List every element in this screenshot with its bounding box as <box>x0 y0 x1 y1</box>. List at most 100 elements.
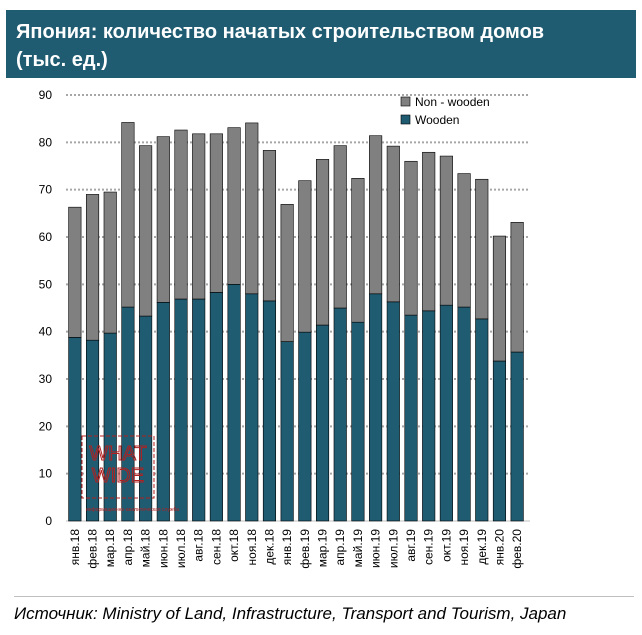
bar-non-wooden <box>404 160 418 316</box>
x-tick-label: янв.18 <box>68 529 82 566</box>
bar-wooden <box>492 360 507 522</box>
legend-label: Wooden <box>415 113 459 127</box>
x-tick-label: апр.18 <box>121 529 135 566</box>
bar-non-wooden <box>85 194 100 341</box>
bar-wooden <box>333 307 347 522</box>
x-tick-label: май.18 <box>139 529 153 568</box>
x-tick-label: июл.19 <box>386 529 400 568</box>
bar-wooden <box>262 300 277 522</box>
bar-wooden <box>85 339 100 522</box>
x-tick-label: фев.20 <box>510 529 524 569</box>
bar-wooden <box>386 301 400 522</box>
bar-non-wooden <box>351 178 365 323</box>
x-tick-label: ноя.18 <box>245 529 259 566</box>
bar-wooden <box>192 298 206 522</box>
bar-non-wooden <box>386 145 400 303</box>
x-tick-label: янв.20 <box>492 529 506 566</box>
bar-wooden <box>510 351 524 522</box>
bar-non-wooden <box>280 204 294 342</box>
bar-wooden <box>439 304 453 522</box>
bar-wooden <box>457 306 471 522</box>
bar-wooden <box>404 314 418 522</box>
bar-wooden <box>174 298 188 522</box>
stacked-bar-chart: 0 10 20 30 40 50 60 70 80 90 янв.18 фев.18 мар.18 апр… <box>39 88 530 569</box>
bar-non-wooden <box>121 122 135 308</box>
x-tick-label: сен.18 <box>209 529 223 565</box>
y-tick-label: 10 <box>39 467 53 481</box>
x-tick-label: окт.19 <box>439 529 453 562</box>
bar-non-wooden <box>510 222 524 353</box>
bar-wooden <box>68 337 82 522</box>
bar-wooden <box>139 315 153 522</box>
x-tick-label: май.19 <box>351 529 365 568</box>
x-tick-label: июн.19 <box>369 529 383 568</box>
legend-label: Non - wooden <box>415 95 490 109</box>
x-tick-label: фев.18 <box>86 529 100 569</box>
source-divider <box>14 596 634 597</box>
watermark-caption: информационно-аналитическая служба <box>86 507 179 513</box>
bar-non-wooden <box>475 178 489 320</box>
x-tick-label: дек.18 <box>262 529 276 565</box>
bar-non-wooden <box>492 235 507 362</box>
legend-swatch <box>400 96 411 107</box>
y-tick-label: 0 <box>45 514 52 528</box>
x-tick-label: июл.18 <box>174 529 188 568</box>
bar-non-wooden <box>369 135 383 295</box>
x-tick-label: окт.18 <box>227 529 241 562</box>
bar-wooden <box>209 292 223 522</box>
bar-non-wooden <box>174 129 188 300</box>
bar-non-wooden <box>139 145 153 317</box>
x-tick-label: мар.19 <box>316 529 330 568</box>
chart-subtitle-units: (тыс. ед.) <box>16 49 108 71</box>
bar-non-wooden <box>68 206 82 338</box>
bar-wooden <box>298 331 312 522</box>
watermark-logo-frame <box>81 435 155 499</box>
bar-wooden <box>369 293 383 522</box>
bar-non-wooden <box>156 136 170 303</box>
y-tick-label: 20 <box>39 419 53 433</box>
bar-wooden <box>121 306 135 522</box>
bar-wooden <box>156 302 170 522</box>
bar-wooden <box>475 318 489 522</box>
bar-non-wooden <box>227 127 241 285</box>
x-tick-label: мар.18 <box>103 529 117 568</box>
bar-non-wooden <box>439 155 453 306</box>
source-note: Источник: Ministry of Land, Infrastructu… <box>14 604 567 623</box>
bar-non-wooden <box>333 145 347 309</box>
x-tick-label: авг.19 <box>404 529 418 562</box>
bar-non-wooden <box>192 133 206 300</box>
y-tick-label: 40 <box>39 325 53 339</box>
x-tick-label: фев.19 <box>298 529 312 569</box>
bar-non-wooden <box>457 173 471 308</box>
x-tick-label: авг.18 <box>192 529 206 562</box>
bar-wooden <box>351 321 365 522</box>
bar-non-wooden <box>422 151 436 312</box>
chart-title: Япония: количество начатых строительство… <box>16 21 545 43</box>
bar-non-wooden <box>209 133 223 293</box>
x-tick-label: сен.19 <box>422 529 436 565</box>
chart-title-banner: Япония: количество начатых строительство… <box>6 10 636 78</box>
y-tick-label: 30 <box>39 372 53 386</box>
bar-wooden <box>245 293 259 522</box>
y-tick-label: 80 <box>39 135 53 149</box>
bar-non-wooden <box>103 191 117 334</box>
bar-wooden <box>315 324 330 522</box>
y-tick-label: 70 <box>39 183 53 197</box>
watermark-logo-text: WHAT <box>89 443 146 465</box>
bar-non-wooden <box>262 150 277 302</box>
bar-non-wooden <box>245 122 259 295</box>
y-tick-label: 90 <box>39 88 53 102</box>
bar-wooden <box>422 310 436 522</box>
bar-wooden <box>103 332 117 522</box>
x-tick-label: дек.19 <box>475 529 489 565</box>
x-tick-label: янв.19 <box>280 529 294 566</box>
legend-swatch <box>400 114 411 125</box>
bar-wooden <box>280 341 294 522</box>
x-tick-label: апр.19 <box>333 529 347 566</box>
x-tick-label: ноя.19 <box>457 529 471 566</box>
y-tick-label: 60 <box>39 230 53 244</box>
bar-wooden <box>227 284 241 522</box>
x-tick-label: июн.18 <box>156 529 170 568</box>
watermark-logo-text: WIDE <box>92 465 144 487</box>
y-tick-label: 50 <box>39 277 53 291</box>
